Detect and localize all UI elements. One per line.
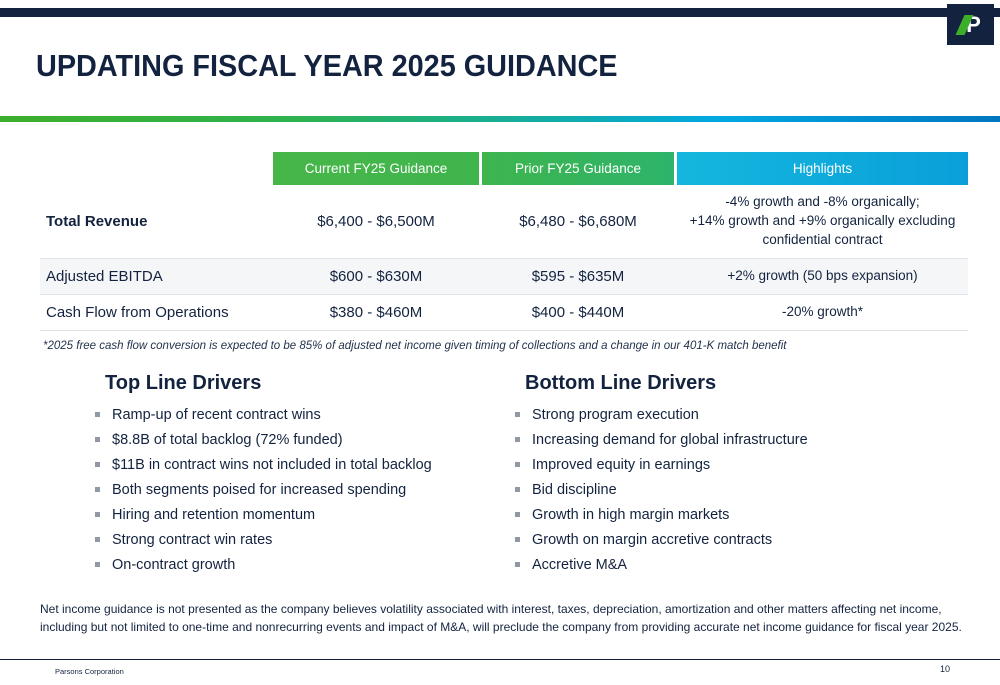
cell-highlight-cash-flow: -20% growth* <box>781 304 864 320</box>
bullet-icon <box>515 462 520 467</box>
list-item-text: Strong program execution <box>532 407 699 423</box>
list-item-text: Growth on margin accretive contracts <box>532 532 773 548</box>
table-row: Adjusted EBITDA $600 - $630M $595 - $635… <box>40 259 968 295</box>
guidance-table: Current FY25 Guidance Prior FY25 Guidanc… <box>40 152 968 352</box>
list-item: On-contract growth <box>95 558 490 573</box>
parsons-logo: P <box>947 4 994 45</box>
gradient-divider <box>0 116 1000 122</box>
list-item-text: Hiring and retention momentum <box>112 507 316 523</box>
bullet-icon <box>95 412 100 417</box>
page-number: 10 <box>939 664 950 674</box>
list-item-text: Growth in high margin markets <box>532 507 730 523</box>
list-item: Strong program execution <box>515 408 965 423</box>
cell-highlight-adjusted-ebitda: +2% growth (50 bps expansion) <box>727 268 918 284</box>
bullet-icon <box>95 437 100 442</box>
top-line-drivers-title: Top Line Drivers <box>105 372 262 394</box>
table-header-row: Current FY25 Guidance Prior FY25 Guidanc… <box>40 152 968 185</box>
top-brand-strip <box>0 8 1000 17</box>
footer-company: Parsons Corporation <box>55 667 124 676</box>
list-item: $11B in contract wins not included in to… <box>95 458 490 473</box>
list-item: Both segments poised for increased spend… <box>95 483 490 498</box>
bullet-icon <box>95 462 100 467</box>
cell-prior-adjusted-ebitda: $595 - $635M <box>531 268 625 285</box>
cell-current-cash-flow: $380 - $460M <box>329 304 423 321</box>
list-item-text: Increasing demand for global infrastruct… <box>532 432 808 448</box>
list-item: $8.8B of total backlog (72% funded) <box>95 433 490 448</box>
bullet-icon <box>515 487 520 492</box>
list-item-text: Bid discipline <box>532 482 617 498</box>
list-item: Accretive M&A <box>515 558 965 573</box>
bullet-icon <box>95 487 100 492</box>
list-item-text: $11B in contract wins not included in to… <box>112 457 432 473</box>
list-item-text: Improved equity in earnings <box>532 457 711 473</box>
table-header-current: Current FY25 Guidance <box>273 152 479 185</box>
list-item: Increasing demand for global infrastruct… <box>515 433 965 448</box>
bullet-icon <box>95 537 100 542</box>
list-item: Improved equity in earnings <box>515 458 965 473</box>
bullet-icon <box>515 562 520 567</box>
net-income-disclaimer: Net income guidance is not presented as … <box>40 602 962 634</box>
row-label-cash-flow: Cash Flow from Operations <box>46 304 229 321</box>
cell-highlight-total-revenue: -4% growth and -8% organically; +14% gro… <box>689 194 956 247</box>
bullet-icon <box>515 512 520 517</box>
top-line-drivers-list: Ramp-up of recent contract wins $8.8B of… <box>95 408 490 573</box>
table-footnote: *2025 free cash flow conversion is expec… <box>43 340 787 352</box>
table-header-spacer <box>40 152 270 185</box>
bottom-line-drivers-title: Bottom Line Drivers <box>525 372 717 394</box>
list-item-text: Accretive M&A <box>532 557 628 573</box>
list-item: Hiring and retention momentum <box>95 508 490 523</box>
bottom-line-drivers-list: Strong program execution Increasing dema… <box>515 408 965 573</box>
table-row: Total Revenue $6,400 - $6,500M $6,480 - … <box>40 185 968 259</box>
cell-current-total-revenue: $6,400 - $6,500M <box>317 213 435 230</box>
cell-current-adjusted-ebitda: $600 - $630M <box>329 268 423 285</box>
table-header-prior: Prior FY25 Guidance <box>482 152 674 185</box>
list-item: Ramp-up of recent contract wins <box>95 408 490 423</box>
list-item-text: Both segments poised for increased spend… <box>112 482 407 498</box>
table-header-highlights: Highlights <box>677 152 968 185</box>
slide-title: UPDATING FISCAL YEAR 2025 GUIDANCE <box>36 48 618 83</box>
table-row: Cash Flow from Operations $380 - $460M $… <box>40 295 968 331</box>
bullet-icon <box>95 512 100 517</box>
list-item-text: Strong contract win rates <box>112 532 273 548</box>
list-item-text: Ramp-up of recent contract wins <box>112 407 321 423</box>
list-item: Strong contract win rates <box>95 533 490 548</box>
list-item: Bid discipline <box>515 483 965 498</box>
row-label-total-revenue: Total Revenue <box>46 213 148 230</box>
list-item-text: On-contract growth <box>112 557 236 573</box>
cell-prior-total-revenue: $6,480 - $6,680M <box>519 213 637 230</box>
bullet-icon <box>95 562 100 567</box>
list-item: Growth in high margin markets <box>515 508 965 523</box>
top-line-drivers-section: Top Line Drivers Ramp-up of recent contr… <box>95 372 490 583</box>
bullet-icon <box>515 437 520 442</box>
list-item: Growth on margin accretive contracts <box>515 533 965 548</box>
cell-prior-cash-flow: $400 - $440M <box>531 304 625 321</box>
bullet-icon <box>515 412 520 417</box>
footer-divider <box>0 659 1000 660</box>
bullet-icon <box>515 537 520 542</box>
list-item-text: $8.8B of total backlog (72% funded) <box>112 432 343 448</box>
bottom-line-drivers-section: Bottom Line Drivers Strong program execu… <box>515 372 965 583</box>
row-label-adjusted-ebitda: Adjusted EBITDA <box>46 268 163 285</box>
